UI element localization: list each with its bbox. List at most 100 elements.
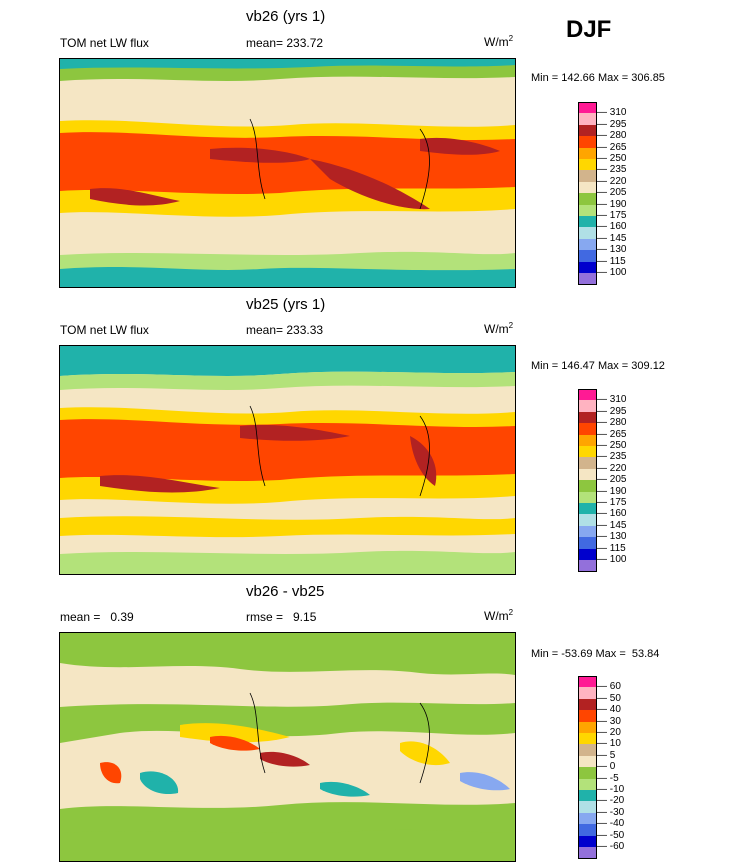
colorbar-tick-label: — 130 bbox=[597, 244, 627, 256]
colorbar-tick-label: — 310 bbox=[597, 107, 627, 119]
colorbar-tick-label: — 205 bbox=[597, 187, 627, 199]
colorbar-tick-label: — 295 bbox=[597, 118, 627, 130]
units-label: W/m2 bbox=[484, 608, 514, 623]
units-label: W/m2 bbox=[484, 34, 514, 49]
colorbar-swatch bbox=[578, 790, 597, 802]
colorbar-swatch bbox=[578, 491, 597, 504]
colorbar-tick-label: — 175 bbox=[597, 497, 627, 508]
mean-label: mean= 233.33 bbox=[246, 323, 324, 337]
colorbar-swatch bbox=[578, 698, 597, 711]
colorbar-swatch bbox=[578, 676, 597, 688]
minmax-label: Min = 146.47 Max = 309.12 bbox=[531, 360, 665, 372]
colorbar-tick-label: — 10 bbox=[597, 738, 621, 750]
colorbar-swatch bbox=[578, 468, 597, 481]
colorbar-tick-label: — -30 bbox=[597, 806, 625, 818]
colorbar-tick-label: — 20 bbox=[597, 727, 621, 738]
panel-title: vb26 (yrs 1) bbox=[246, 8, 326, 25]
colorbar-swatch bbox=[578, 159, 597, 171]
colorbar-swatch bbox=[578, 560, 597, 572]
colorbar-tick-label: — 5 bbox=[597, 749, 616, 761]
colorbar-tick-label: — 0 bbox=[597, 761, 616, 773]
colorbar-tick-label: — -20 bbox=[597, 795, 625, 807]
map-svg bbox=[60, 59, 515, 287]
panel-title: vb26 - vb25 bbox=[246, 583, 325, 600]
colorbar-swatch bbox=[578, 170, 597, 183]
colorbar-swatch bbox=[578, 824, 597, 837]
colorbar-tick-label: — 115 bbox=[597, 255, 626, 267]
colorbar-tick-label: — -50 bbox=[597, 829, 625, 841]
colorbar-tick-label: — 280 bbox=[597, 417, 627, 429]
colorbar-swatch bbox=[578, 434, 597, 447]
colorbar-tick-label: — 160 bbox=[597, 508, 627, 520]
colorbar-swatch bbox=[578, 801, 597, 814]
colorbar-tick-label: — 250 bbox=[597, 440, 627, 451]
colorbar-tick-label: — 220 bbox=[597, 462, 627, 474]
colorbar: — 310— 295— 280— 265— 250— 235— 220— 205… bbox=[578, 102, 628, 285]
colorbar-tick-label: — 235 bbox=[597, 451, 627, 463]
colorbar-tick-label: — 40 bbox=[597, 704, 621, 716]
colorbar-swatch bbox=[578, 525, 597, 538]
colorbar-tick-label: — -5 bbox=[597, 772, 619, 784]
colorbar-tick-label: — 160 bbox=[597, 221, 627, 233]
variable-label: TOM net LW flux bbox=[60, 323, 149, 337]
colorbar: — 60— 50— 40— 30— 20— 10— 5— 0— -5— -10—… bbox=[578, 676, 628, 859]
map-field bbox=[59, 345, 516, 575]
colorbar-tick-label: — 220 bbox=[597, 175, 627, 187]
colorbar-tick-label: — -10 bbox=[597, 784, 625, 795]
panel-title: vb25 (yrs 1) bbox=[246, 296, 326, 313]
colorbar-tick-label: — 145 bbox=[597, 519, 627, 531]
colorbar-swatch bbox=[578, 400, 597, 413]
colorbar-tick-label: — 250 bbox=[597, 153, 627, 164]
colorbar-tick-label: — 295 bbox=[597, 405, 627, 417]
colorbar-swatch bbox=[578, 113, 597, 126]
colorbar-swatch bbox=[578, 733, 597, 745]
colorbar: — 310— 295— 280— 265— 250— 235— 220— 205… bbox=[578, 389, 628, 572]
colorbar-tick-label: — 30 bbox=[597, 715, 621, 727]
colorbar-tick-label: — 190 bbox=[597, 485, 627, 497]
colorbar-tick-label: — -60 bbox=[597, 841, 625, 852]
colorbar-swatch bbox=[578, 204, 597, 217]
colorbar-tick-label: — 145 bbox=[597, 232, 627, 244]
colorbar-swatch bbox=[578, 147, 597, 160]
colorbar-tick-label: — 265 bbox=[597, 141, 627, 153]
colorbar-swatch bbox=[578, 273, 597, 285]
colorbar-swatch bbox=[578, 181, 597, 194]
colorbar-tick-label: — -40 bbox=[597, 818, 625, 830]
colorbar-tick-label: — 115 bbox=[597, 542, 626, 554]
colorbar-swatch bbox=[578, 812, 597, 825]
colorbar-swatch bbox=[578, 102, 597, 114]
colorbar-tick-label: — 280 bbox=[597, 130, 627, 142]
colorbar-swatch bbox=[578, 389, 597, 401]
colorbar-tick-label: — 175 bbox=[597, 210, 627, 221]
units-label: W/m2 bbox=[484, 321, 514, 336]
colorbar-swatch bbox=[578, 778, 597, 791]
colorbar-tick-label: — 190 bbox=[597, 198, 627, 210]
colorbar-tick-label: — 130 bbox=[597, 531, 627, 543]
colorbar-swatch bbox=[578, 548, 597, 561]
map-field bbox=[59, 58, 516, 288]
colorbar-swatch bbox=[578, 136, 597, 149]
colorbar-swatch bbox=[578, 537, 597, 550]
colorbar-swatch bbox=[578, 847, 597, 859]
colorbar-tick-label: — 205 bbox=[597, 474, 627, 486]
colorbar-swatch bbox=[578, 835, 597, 848]
mean-label: mean= 233.72 bbox=[246, 36, 324, 50]
colorbar-tick-label: — 100 bbox=[597, 267, 627, 278]
colorbar-swatch bbox=[578, 411, 597, 424]
colorbar-swatch bbox=[578, 687, 597, 700]
colorbar-swatch bbox=[578, 721, 597, 734]
colorbar-swatch bbox=[578, 227, 597, 240]
season-label: DJF bbox=[566, 16, 612, 43]
variable-label: TOM net LW flux bbox=[60, 36, 149, 50]
colorbar-swatch bbox=[578, 480, 597, 493]
colorbar-swatch bbox=[578, 446, 597, 458]
colorbar-tick-label: — 235 bbox=[597, 164, 627, 176]
colorbar-tick-label: — 310 bbox=[597, 394, 627, 406]
minmax-label: Min = 142.66 Max = 306.85 bbox=[531, 72, 665, 84]
colorbar-tick-label: — 60 bbox=[597, 681, 621, 693]
colorbar-swatch bbox=[578, 514, 597, 527]
mean-label: mean = 0.39 bbox=[60, 610, 134, 624]
colorbar-swatch bbox=[578, 457, 597, 470]
rmse-label: rmse = 9.15 bbox=[246, 610, 317, 624]
colorbar-swatch bbox=[578, 767, 597, 780]
